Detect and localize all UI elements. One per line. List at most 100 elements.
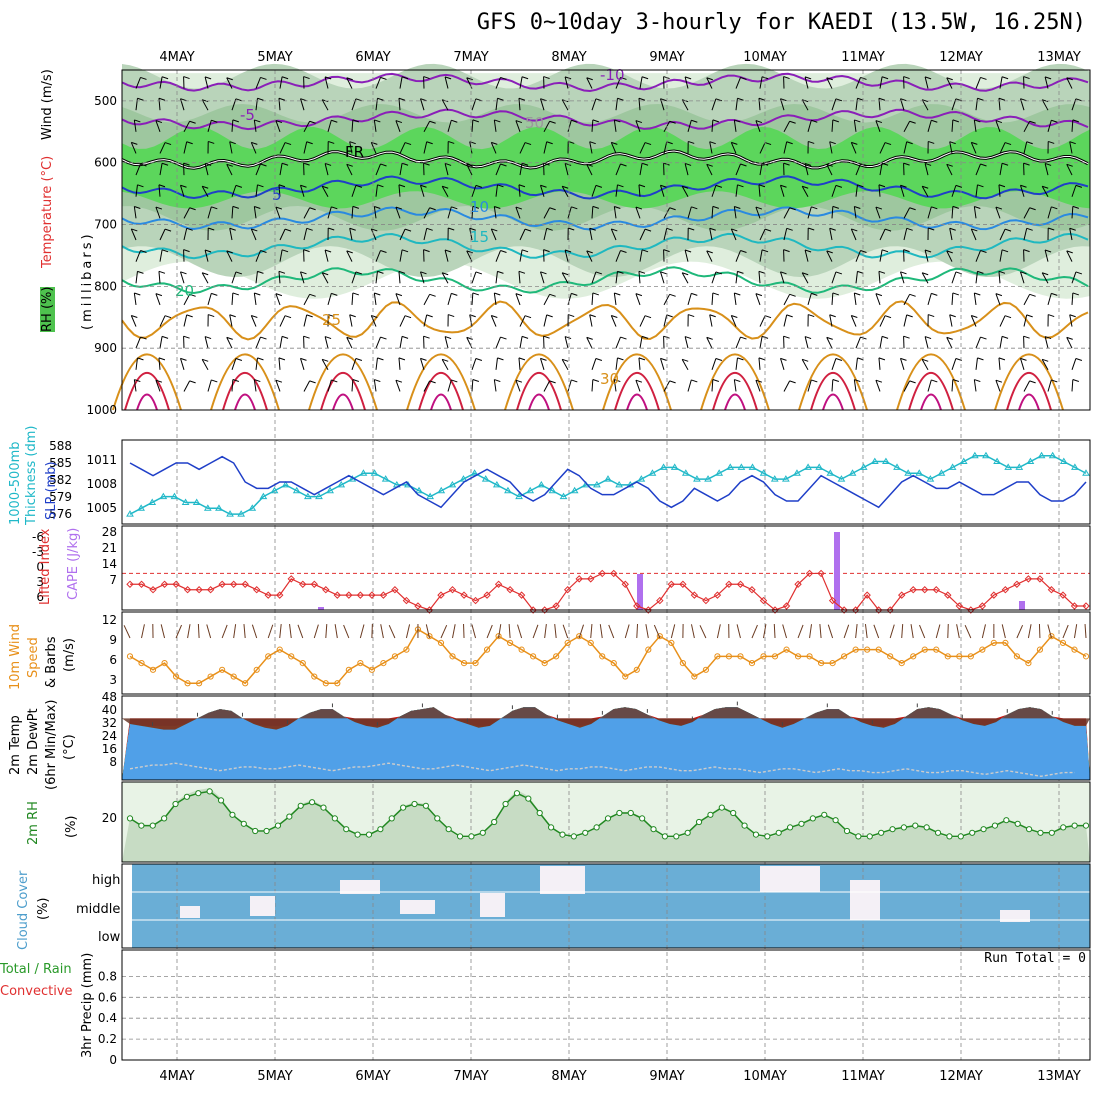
upper-wind-barb-flag: [1004, 228, 1012, 232]
upper-wind-barb-flag: [355, 98, 363, 102]
upper-wind-barb-flag: [860, 76, 867, 80]
upper-wind-barb: [275, 380, 281, 392]
upper-wind-barb: [441, 272, 449, 284]
wind10m-point: [898, 659, 905, 667]
upper-wind-barb: [543, 207, 551, 219]
upper-wind-barb-flag: [1004, 142, 1012, 146]
contour-label: -5: [240, 106, 255, 124]
upper-wind-barb: [447, 379, 452, 392]
temp2m-band: [122, 707, 1090, 780]
upper-wind-barb-flag: [851, 141, 858, 145]
upper-wind-barb: [975, 250, 981, 262]
upper-wind-barb: [375, 357, 378, 370]
upper-wind-barb-flag: [1066, 336, 1073, 340]
upper-wind-barb-flag: [1020, 98, 1027, 102]
upper-wind-barb: [180, 271, 185, 284]
upper-wind-barb-flag: [355, 271, 363, 275]
rh2m-point: [786, 824, 794, 831]
lifted-index-point: [299, 580, 307, 588]
upper-wind-barb-flag: [549, 380, 556, 384]
lifted-index-point: [149, 586, 157, 594]
upper-wind-barb: [275, 293, 281, 306]
upper-wind-barb: [615, 336, 621, 349]
wind10m-barb: [935, 624, 941, 639]
upper-wind-barb: [135, 98, 138, 111]
upper-wind-barb: [204, 163, 209, 176]
upper-wind-barb-flag: [955, 184, 963, 188]
upper-wind-barb-flag: [758, 97, 766, 101]
thickness-point: [726, 463, 735, 470]
wind10m-barb: [405, 624, 411, 639]
upper-wind-barb-flag: [134, 119, 141, 123]
upper-wind-barb-flag: [857, 184, 864, 188]
upper-wind-barb-flag: [737, 97, 744, 101]
upper-wind-barb-flag: [682, 358, 689, 362]
upper-wind-barb: [970, 228, 977, 241]
upper-wind-barb: [879, 315, 886, 327]
upper-wind-barb-flag: [257, 270, 264, 274]
thickness-point: [270, 486, 279, 494]
upper-wind-barb-flag: [186, 227, 193, 231]
precip-label-2: Convective: [0, 984, 73, 999]
date-label-top: 10MAY: [743, 50, 787, 65]
upper-wind-barb: [321, 272, 329, 284]
upper-wind-barb-flag: [903, 249, 910, 253]
wind10m-barb: [325, 623, 328, 639]
wind10m-point: [921, 646, 928, 653]
upper-wind-barb-flag: [235, 98, 243, 102]
upper-wind-barb-flag: [202, 185, 209, 189]
lifted-index-point: [736, 580, 745, 588]
upper-wind-barb-flag: [540, 184, 547, 188]
rh2m-point: [969, 829, 976, 836]
upper-wind-barb: [135, 271, 138, 284]
upper-wind-barb-flag: [328, 140, 335, 144]
upper-wind-barb-flag: [254, 379, 261, 383]
lifted-index-point: [368, 591, 376, 599]
rh2m-point: [377, 826, 384, 833]
contour-freezing-inner: [121, 150, 1089, 169]
upper-wind-barb-flag: [521, 335, 529, 339]
upper-wind-barb-flag: [371, 141, 378, 145]
upper-wind-barb-flag: [275, 379, 283, 383]
upper-wind-barb-flag: [380, 336, 387, 340]
upper-wind-barb: [518, 184, 521, 197]
upper-wind-barb-flag: [254, 119, 261, 123]
upper-wind-barb: [684, 163, 689, 176]
thickness-point: [748, 463, 757, 470]
rh2m-point: [934, 829, 942, 836]
upper-wind-barb-flag: [444, 76, 452, 80]
upper-wind-barb-flag: [475, 184, 483, 188]
upper-wind-barb: [759, 163, 763, 176]
upper-wind-barb-flag: [281, 162, 289, 166]
upper-wind-barb-flag: [638, 97, 646, 101]
upper-wind-barb: [255, 184, 258, 197]
upper-wind-barb-flag: [568, 314, 575, 318]
upper-wind-barb-flag: [1042, 99, 1049, 103]
wind10m-barb: [313, 624, 319, 639]
upper-wind-barb: [423, 314, 428, 327]
upper-wind-barb-flag: [614, 379, 621, 383]
upper-wind-barb: [804, 76, 809, 89]
wind10m-barb: [498, 624, 502, 639]
upper-wind-barb-flag: [737, 184, 744, 188]
wind10m-barb: [388, 625, 396, 639]
upper-wind-barb: [278, 98, 281, 111]
upper-wind-barb: [130, 228, 137, 241]
upper-wind-barb: [303, 294, 311, 306]
lifted-index-tick: 3: [36, 575, 44, 589]
cloud-cover-block: [180, 906, 200, 918]
upper-wind-barb-flag: [211, 379, 218, 383]
upper-wind-barb: [639, 228, 646, 241]
lifted-index-point: [1047, 586, 1056, 594]
upper-wind-barb: [444, 163, 449, 176]
upper-wind-barb: [878, 184, 881, 197]
upper-wind-barb-flag: [571, 379, 578, 383]
contour-35-arc: [1006, 372, 1052, 411]
date-label-bottom: 6MAY: [355, 1069, 390, 1084]
upper-wind-barb-flag: [395, 379, 403, 383]
upper-wind-barb: [973, 379, 977, 392]
upper-wind-barb: [375, 336, 381, 349]
upper-wind-barb-flag: [715, 98, 723, 102]
temp2m-tick: 16: [102, 742, 117, 756]
wind10m-point: [944, 653, 951, 660]
